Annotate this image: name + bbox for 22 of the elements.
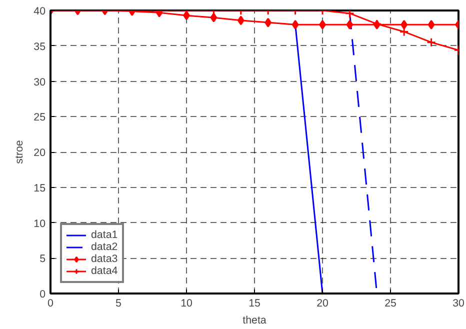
y-axis-title: stroe: [14, 140, 26, 164]
x-tick-label: 15: [248, 298, 260, 310]
y-tick-label: 15: [34, 182, 46, 194]
y-tick-label: 5: [40, 253, 46, 266]
y-tick-label: 25: [34, 112, 46, 124]
y-tick-label: 10: [34, 218, 46, 230]
y-tick-label: 40: [34, 6, 46, 18]
y-tick-label: 20: [34, 147, 46, 159]
x-tick-label: 10: [180, 298, 192, 310]
x-tick-label: 25: [384, 298, 396, 310]
legend-label: data1: [91, 229, 118, 241]
y-tick-label: 0: [40, 288, 46, 300]
legend-label: data3: [91, 253, 118, 265]
y-tick-label: 30: [34, 76, 46, 88]
legend-label: data2: [91, 241, 118, 253]
x-tick-label: 30: [452, 298, 464, 310]
x-tick-label: 5: [116, 298, 122, 310]
x-tick-label: 20: [316, 298, 328, 310]
y-tick-label: 35: [34, 40, 46, 53]
legend-label: data4: [91, 265, 118, 277]
x-axis-title: theta: [242, 314, 266, 326]
x-tick-label: 0: [48, 298, 54, 310]
